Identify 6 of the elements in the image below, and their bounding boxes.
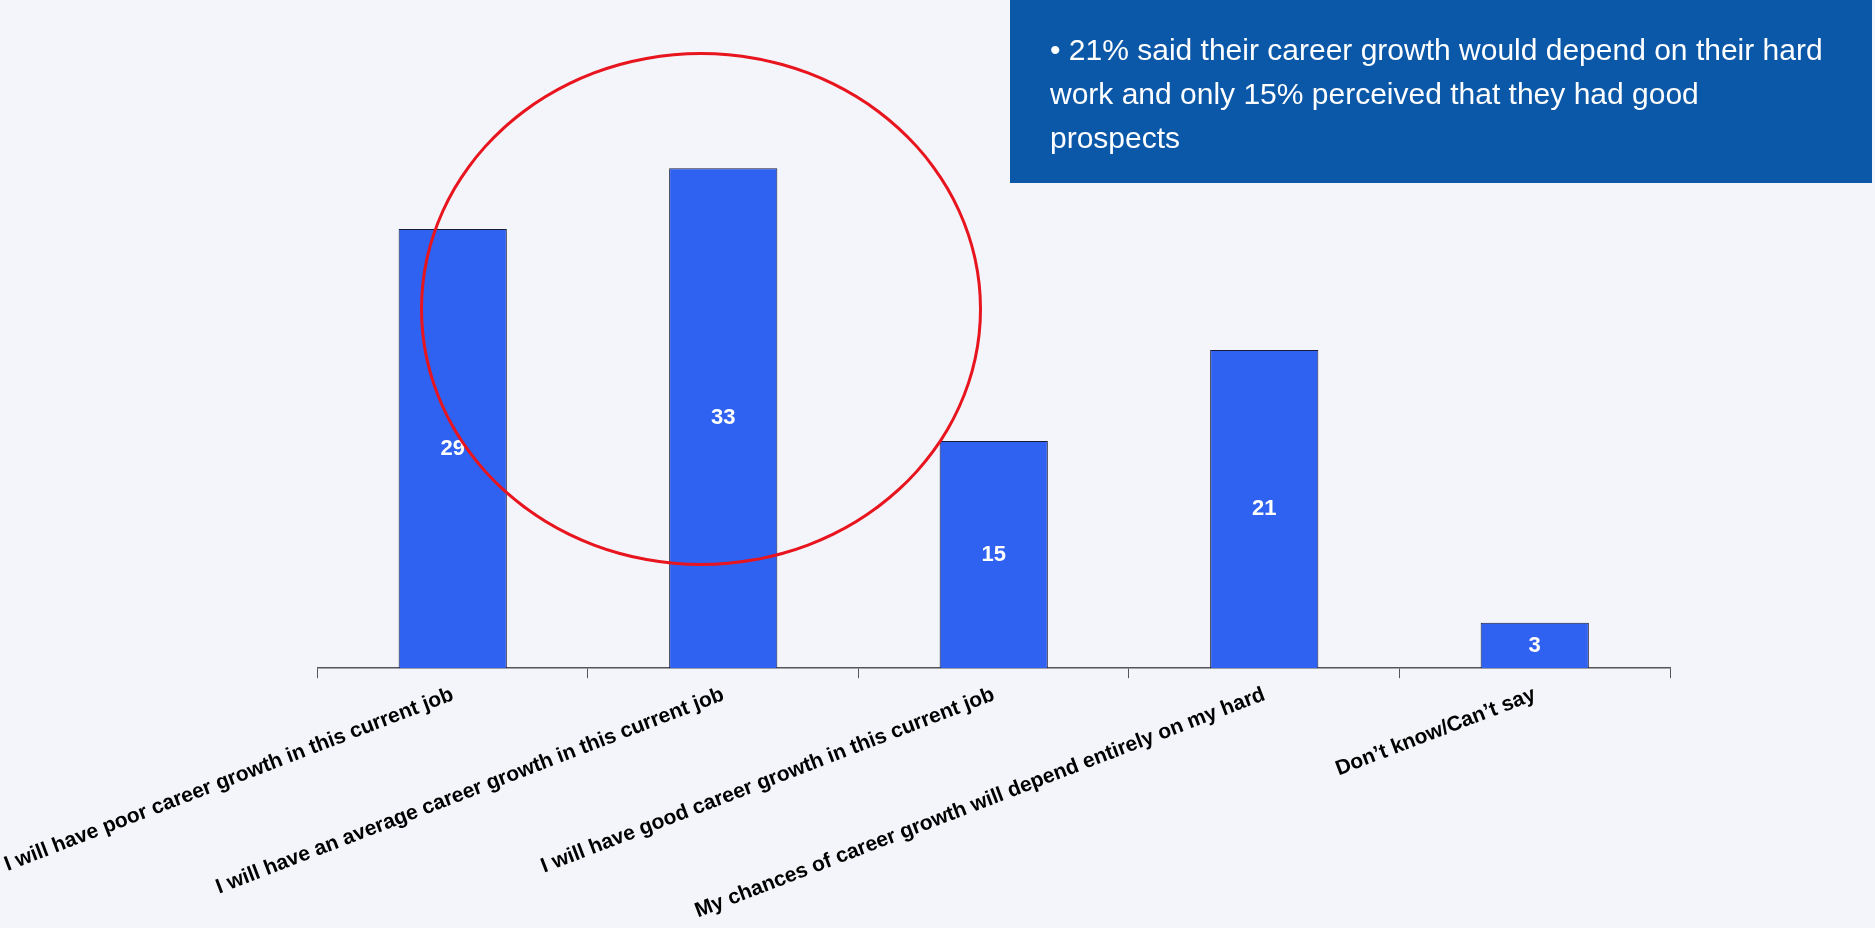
data-label: 3	[1528, 631, 1541, 657]
text: • 21% said their career growth would depend on their hard work and only 15% perceived that they had good prospects	[1010, 0, 1872, 183]
data-label: 29	[440, 434, 465, 460]
data-label: 21	[1252, 495, 1277, 521]
data-label: 15	[981, 540, 1006, 566]
data-label: 33	[710, 404, 736, 430]
